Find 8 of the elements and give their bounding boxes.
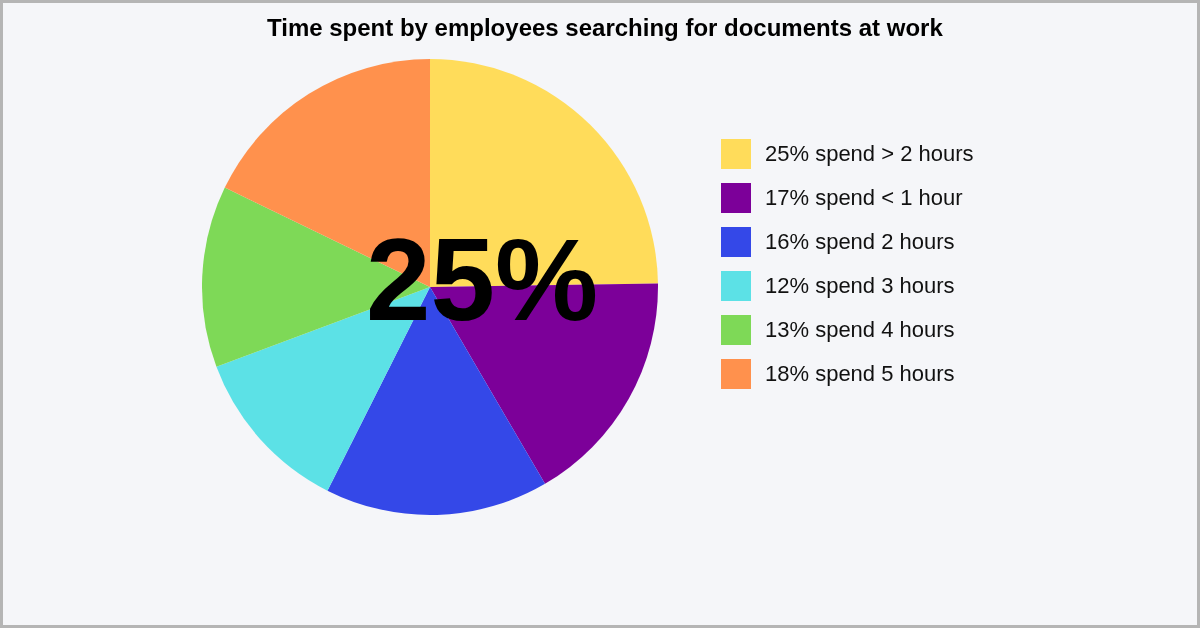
chart-title: Time spent by employees searching for documents at work: [267, 14, 944, 41]
legend-label: 17% spend < 1 hour: [765, 185, 963, 210]
legend-label: 12% spend 3 hours: [765, 273, 955, 298]
legend-label: 18% spend 5 hours: [765, 361, 955, 386]
legend-label: 25% spend > 2 hours: [765, 141, 974, 166]
legend-label: 13% spend 4 hours: [765, 317, 955, 342]
text: 25%: [365, 215, 599, 345]
legend-label: 16% spend 2 hours: [765, 229, 955, 254]
